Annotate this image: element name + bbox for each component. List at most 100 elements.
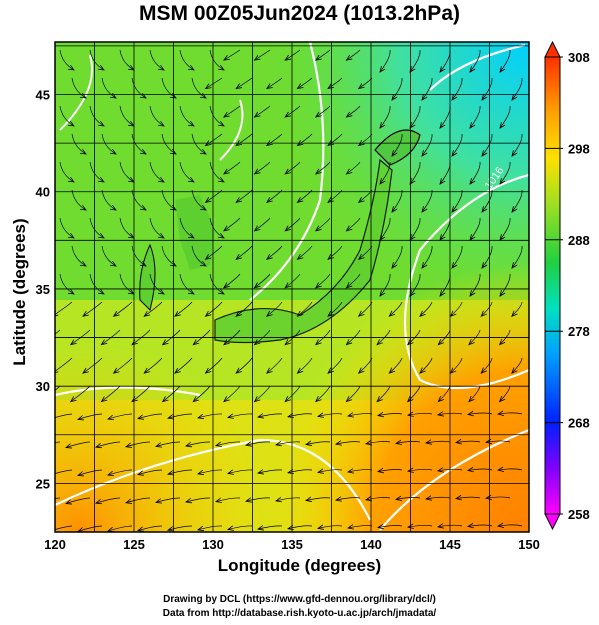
streamline-arrow xyxy=(223,55,230,61)
streamline xyxy=(511,77,523,101)
streamline-arrow xyxy=(82,367,89,374)
streamline-arrow xyxy=(284,111,292,118)
streamline xyxy=(107,469,133,476)
streamline-arrow xyxy=(284,396,291,403)
streamline xyxy=(437,412,463,416)
streamline xyxy=(174,357,193,374)
streamline xyxy=(421,77,433,101)
streamline xyxy=(379,49,391,73)
streamline xyxy=(347,525,373,529)
colorbar-tick-label: 298 xyxy=(568,141,590,156)
streamline-arrow xyxy=(217,288,225,295)
streamline-arrow xyxy=(253,111,261,118)
streamline xyxy=(257,413,283,418)
streamline xyxy=(266,133,283,146)
streamline-arrow xyxy=(376,411,384,418)
streamline xyxy=(358,245,373,260)
streamline-arrow xyxy=(498,395,506,403)
streamline-arrow xyxy=(253,225,261,232)
streamline-arrow xyxy=(388,367,396,374)
streamline xyxy=(347,469,373,473)
streamline xyxy=(327,357,343,374)
streamline-arrow xyxy=(139,204,147,211)
y-tick-label: 45 xyxy=(36,88,50,103)
temperature-field xyxy=(48,42,529,532)
streamline-arrow xyxy=(48,416,54,420)
streamline-arrow xyxy=(439,178,446,185)
streamline-arrow xyxy=(223,282,230,289)
streamline xyxy=(235,189,253,203)
streamline xyxy=(167,469,193,475)
streamline xyxy=(346,217,361,232)
streamline-arrow xyxy=(217,64,225,71)
streamline xyxy=(245,441,271,446)
streamline-arrow xyxy=(316,524,324,530)
streamline-arrow xyxy=(480,310,487,317)
streamline-arrow xyxy=(107,414,115,421)
streamline xyxy=(376,329,391,345)
streamline-arrow xyxy=(161,339,169,346)
streamline xyxy=(65,497,91,504)
streamline-arrow xyxy=(296,367,304,374)
streamline-arrow xyxy=(498,338,506,346)
streamline-arrow xyxy=(143,310,151,317)
streamline-arrow xyxy=(197,413,204,420)
streamline xyxy=(315,105,331,118)
streamline xyxy=(327,245,343,260)
streamline xyxy=(155,441,181,447)
streamline xyxy=(451,189,463,213)
streamline xyxy=(179,105,195,127)
streamline-arrow xyxy=(451,262,458,269)
streamline xyxy=(55,525,73,530)
streamline-arrow xyxy=(315,282,322,289)
streamline xyxy=(227,413,253,418)
streamline xyxy=(451,245,463,269)
streamline-arrow xyxy=(315,339,322,346)
streamline xyxy=(257,525,283,530)
streamline xyxy=(197,413,223,419)
streamline-arrow xyxy=(109,148,117,155)
streamline-arrow xyxy=(137,414,145,420)
streamline xyxy=(71,245,87,267)
streamline-arrow xyxy=(439,122,446,129)
x-axis: 120 125 130 135 140 145 150 xyxy=(44,537,540,552)
streamline xyxy=(209,105,225,127)
streamline-arrow xyxy=(388,310,396,317)
streamline xyxy=(167,525,193,531)
streamline-arrow xyxy=(204,197,212,204)
y-axis-label: Latitude (degrees) xyxy=(10,218,29,366)
streamline xyxy=(223,329,241,345)
streamline-arrow xyxy=(109,204,117,211)
streamline-arrow xyxy=(496,410,504,416)
streamline-arrow xyxy=(245,441,252,447)
streamline xyxy=(437,468,463,472)
streamline xyxy=(254,217,271,232)
streamline-arrow xyxy=(217,120,225,127)
streamline-arrow xyxy=(97,120,105,127)
streamline xyxy=(335,441,361,445)
streamline xyxy=(485,440,511,443)
streamline xyxy=(450,301,463,317)
streamline xyxy=(179,49,195,71)
streamline xyxy=(455,440,481,443)
x-tick-label: 140 xyxy=(360,537,382,552)
streamline-arrow xyxy=(137,470,145,476)
streamline xyxy=(254,105,271,118)
streamline-arrow xyxy=(454,439,462,445)
streamline xyxy=(425,440,451,444)
streamline xyxy=(485,496,511,499)
streamline xyxy=(82,301,103,317)
streamline xyxy=(235,77,253,89)
streamline-arrow xyxy=(327,196,334,204)
streamline xyxy=(451,77,463,101)
streamline xyxy=(55,497,61,500)
streamline xyxy=(297,189,313,203)
streamline-arrow xyxy=(406,395,414,403)
streamline xyxy=(287,469,313,474)
streamline-arrow xyxy=(257,469,264,475)
streamline xyxy=(266,301,283,317)
streamline-arrow xyxy=(466,522,474,529)
streamline xyxy=(287,525,313,530)
streamline xyxy=(317,525,343,529)
streamline xyxy=(346,49,361,61)
